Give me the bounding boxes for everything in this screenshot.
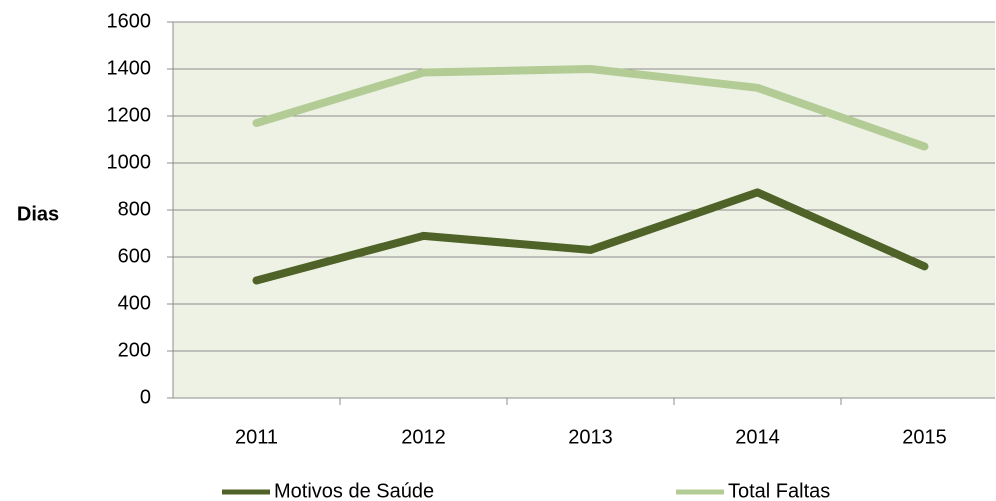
y-tick-label: 800 <box>118 198 151 220</box>
legend-label: Motivos de Saúde <box>274 480 434 501</box>
y-tick-label: 1600 <box>107 10 152 32</box>
y-tick-label: 1000 <box>107 151 152 173</box>
x-tick-label: 2013 <box>568 426 613 448</box>
y-tick-label: 1200 <box>107 104 152 126</box>
y-tick-label: 0 <box>140 386 151 408</box>
x-tick-label: 2012 <box>401 426 446 448</box>
x-tick-label: 2011 <box>235 426 278 448</box>
y-tick-label: 600 <box>118 245 151 267</box>
series-line <box>252 188 929 285</box>
x-tick-label: 2014 <box>735 426 780 448</box>
legend-label: Total Faltas <box>728 480 830 501</box>
y-tick-label: 200 <box>118 339 151 361</box>
x-tick-label: 2015 <box>902 426 947 448</box>
y-axis-label: Dias <box>17 203 59 225</box>
y-tick-label: 400 <box>118 292 151 314</box>
series-line <box>252 65 929 151</box>
y-tick-label: 1400 <box>107 57 152 79</box>
